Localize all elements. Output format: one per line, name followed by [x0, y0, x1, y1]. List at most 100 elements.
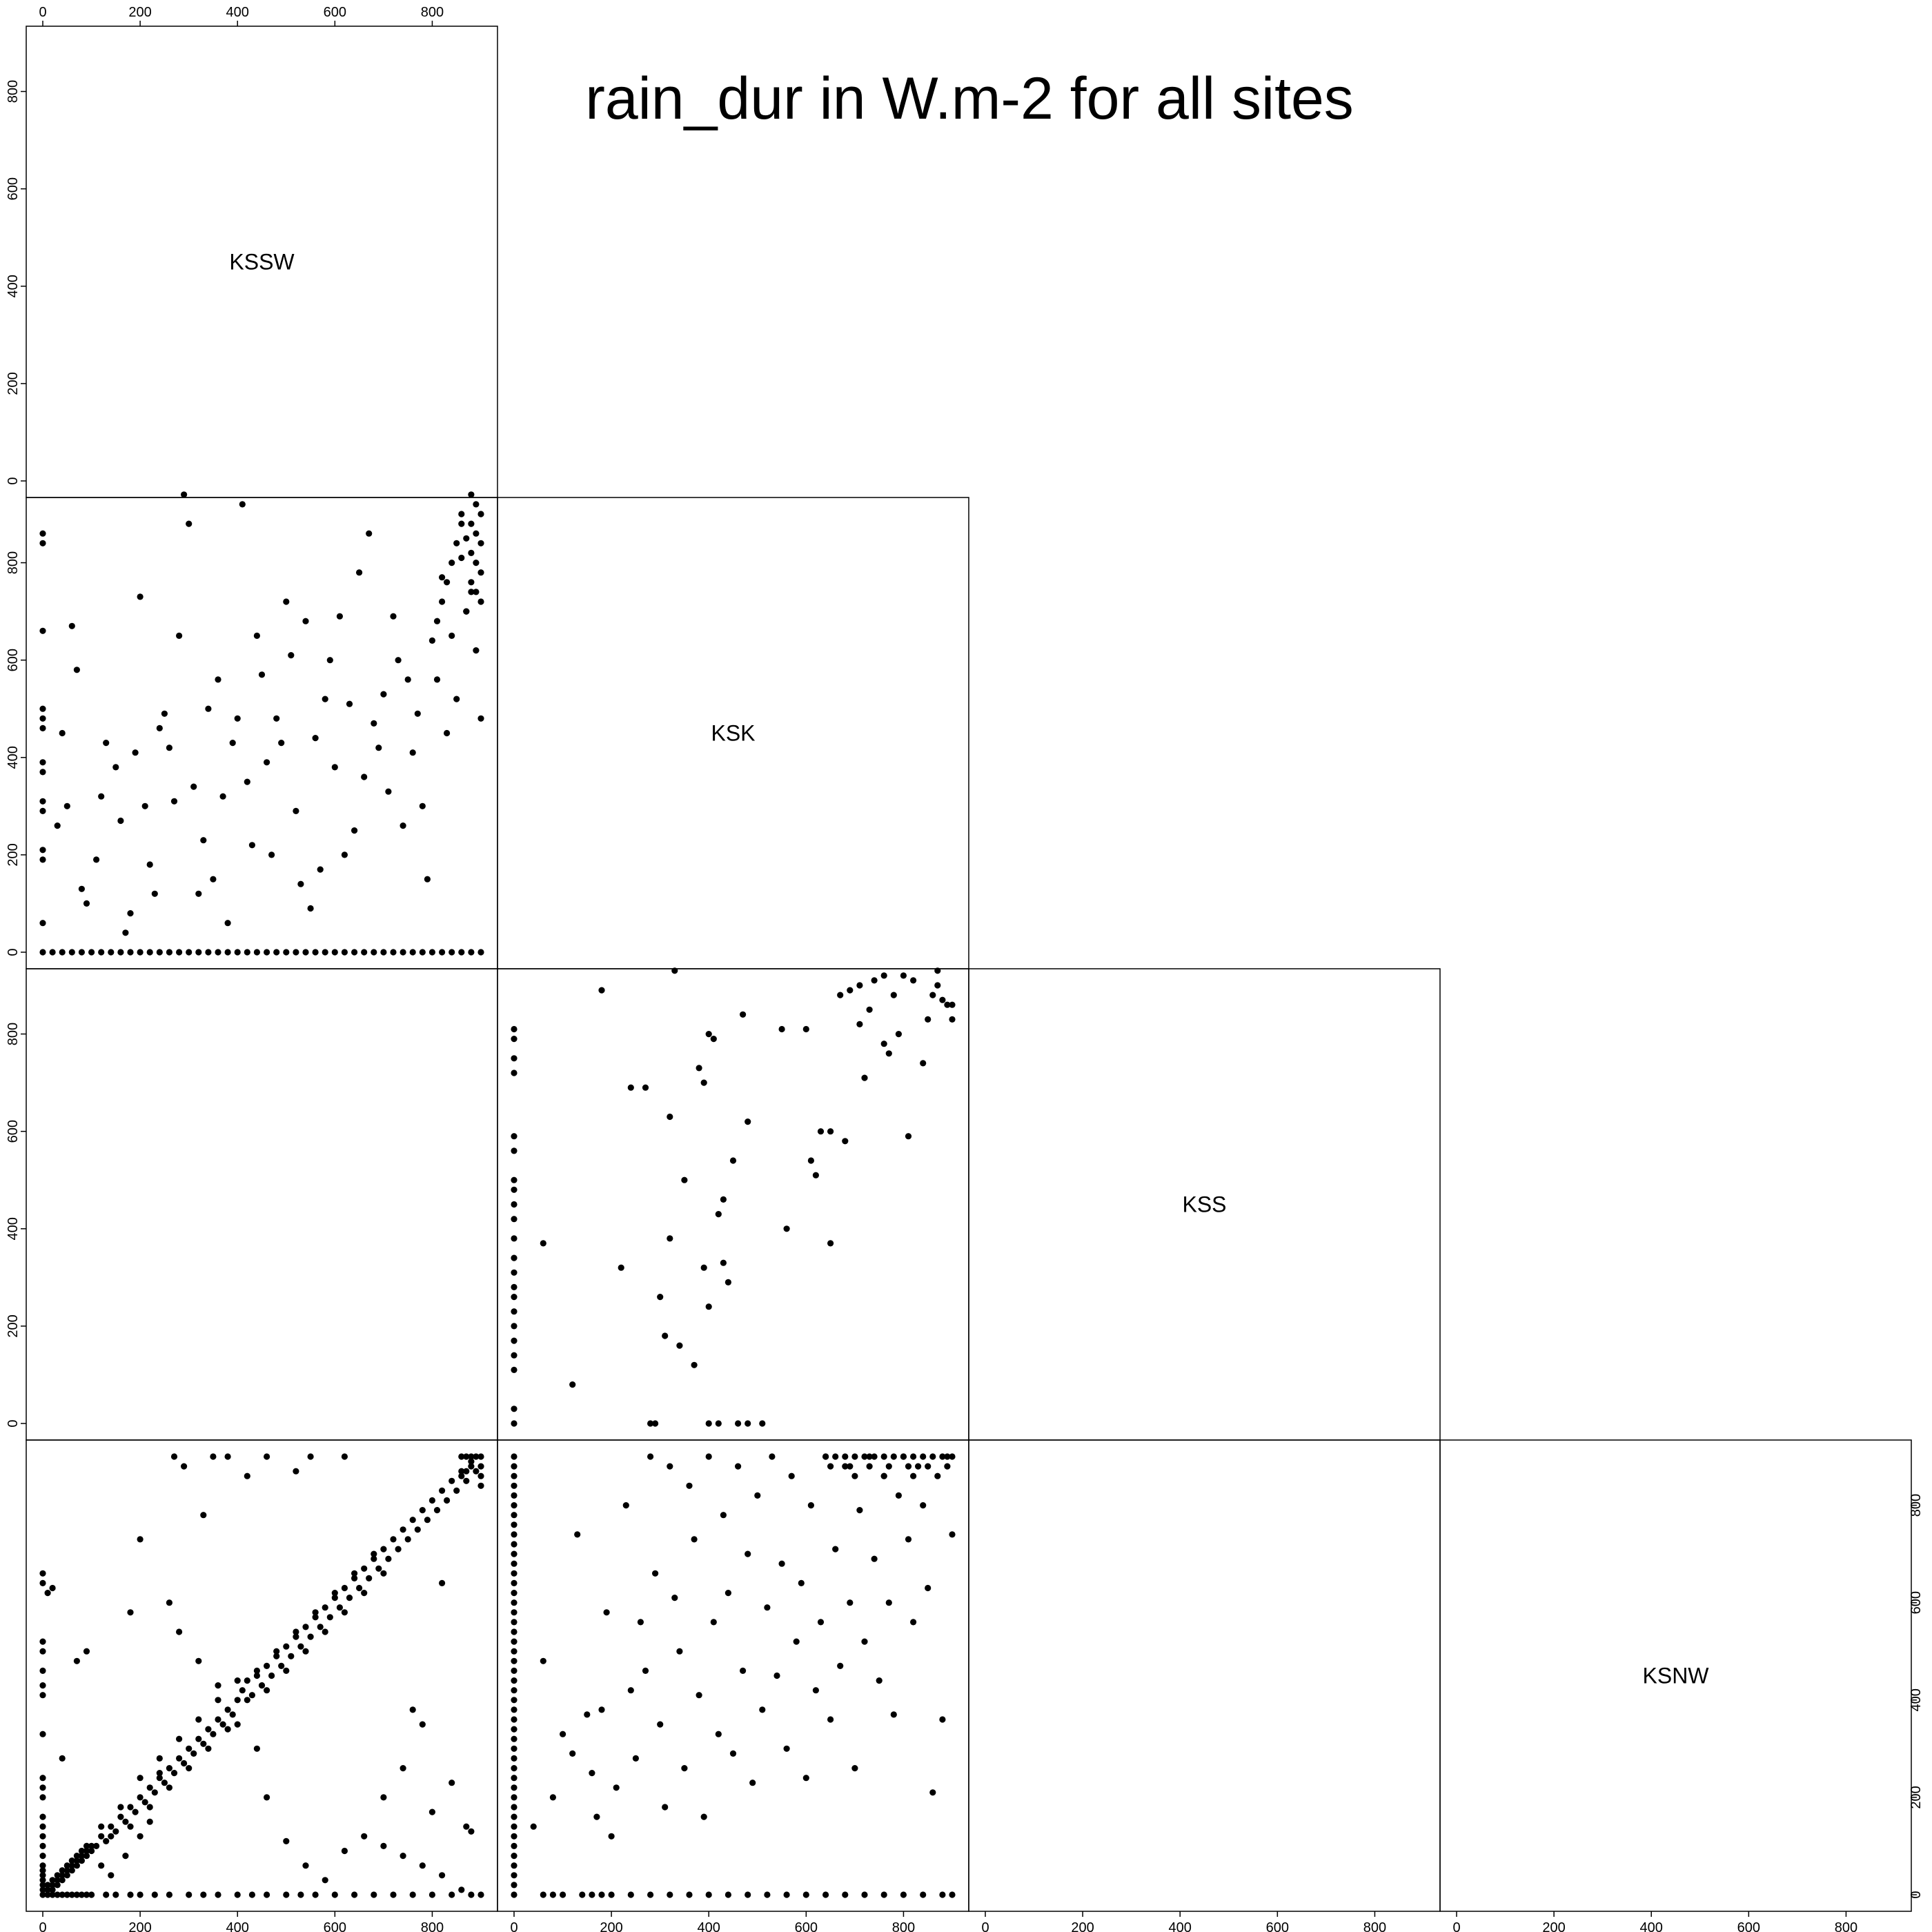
scatter-point [458, 1453, 465, 1460]
scatter-point [39, 1842, 46, 1849]
tick-label: 0 [39, 1920, 46, 1932]
scatter-point [895, 1492, 902, 1499]
scatter-point [103, 1891, 110, 1898]
scatter-point [331, 1590, 338, 1597]
scatter-point [366, 530, 373, 537]
scatter-point [473, 1468, 480, 1475]
scatter-point [468, 491, 475, 498]
scatter-point [700, 1079, 707, 1086]
scatter-point [847, 987, 854, 994]
scatter-point [511, 1735, 518, 1742]
tick-label: 200 [1909, 1786, 1924, 1808]
scatter-point [186, 949, 193, 956]
scatter-point [511, 1657, 518, 1664]
axis-bottom-kss: 0 200 400 600 800 [981, 1911, 1386, 1932]
scatter-point [302, 1624, 309, 1630]
scatter-point [283, 598, 290, 605]
tick-label: 600 [1909, 1591, 1924, 1614]
scatter-point [652, 1420, 659, 1427]
scatter-point [817, 1619, 825, 1626]
scatter-point [219, 1721, 226, 1728]
scatter-point [885, 1599, 892, 1606]
scatter-point [511, 1872, 518, 1879]
scatter-point [244, 1677, 250, 1684]
scatter-point [511, 1891, 518, 1898]
scatter-point [822, 1891, 829, 1898]
scatter-point [549, 1891, 557, 1898]
axis-left-kssw: 0 200 400 600 800 [6, 80, 26, 485]
scatter-point [769, 1453, 776, 1460]
scatter-point [244, 1697, 250, 1704]
tick-label: 200 [128, 5, 151, 20]
scatter-point [312, 1614, 319, 1621]
scatter-point [312, 1891, 319, 1898]
scatter-point [63, 1872, 70, 1879]
scatter-point [929, 992, 936, 998]
scatter-point [511, 1648, 518, 1655]
scatter-point [390, 1536, 397, 1543]
scatter-point [647, 1420, 654, 1427]
scatter-point [63, 1862, 70, 1869]
scatter-point [39, 1882, 46, 1889]
scatter-point [837, 1662, 844, 1669]
scatter-point [448, 949, 455, 956]
scatter-point [49, 1882, 56, 1889]
scatter-point [248, 1891, 255, 1898]
scatter-point [477, 598, 484, 605]
scatter-point [229, 740, 236, 747]
scatter-point [589, 1891, 595, 1898]
scatter-point [715, 1731, 722, 1737]
scatter-point [59, 1872, 66, 1879]
panel-ksnw-vs-kssw [39, 1453, 484, 1898]
scatter-point [511, 1025, 518, 1033]
scatter-point [244, 949, 250, 956]
scatter-point [705, 1453, 712, 1460]
scatter-point [511, 1366, 518, 1373]
scatter-point [511, 1420, 518, 1427]
scatter-point [511, 1323, 518, 1330]
tick-label: 600 [6, 649, 21, 671]
scatter-point [696, 1692, 702, 1699]
scatter-point [608, 1833, 615, 1840]
scatter-point [39, 847, 46, 854]
scatter-point [720, 1512, 727, 1519]
scatter-point [866, 1463, 873, 1470]
scatter-point [569, 1750, 576, 1757]
scatter-point [400, 1526, 406, 1533]
scatter-point [511, 1716, 518, 1723]
scatter-point [511, 1254, 518, 1261]
tick-label: 200 [6, 1314, 21, 1337]
scatter-point [78, 1853, 85, 1860]
scatter-point [603, 1609, 610, 1616]
scatter-point [336, 1604, 343, 1611]
scatter-point [68, 949, 75, 956]
scatter-point [477, 1891, 484, 1898]
labels-layer: KSSW KSK KSS KSNW [229, 250, 1709, 1688]
scatter-point [331, 1891, 338, 1898]
scatter-point [511, 1813, 518, 1820]
scatter-point [745, 1420, 751, 1427]
scatter-point [336, 613, 343, 620]
scatter-point [137, 1794, 144, 1801]
scatter-point [428, 1497, 436, 1504]
scatter-point [871, 977, 878, 984]
scatter-point [49, 949, 56, 956]
scatter-point [78, 949, 85, 956]
scatter-point [326, 657, 333, 664]
scatter-point [351, 827, 358, 834]
scatter-point [108, 1872, 115, 1879]
scatter-point [439, 574, 446, 581]
scatter-point [622, 1502, 629, 1509]
scatter-point [39, 759, 46, 766]
scatter-point [302, 949, 309, 956]
scatter-point [720, 1196, 727, 1203]
scatter-point [73, 1857, 80, 1864]
scatter-point [146, 1818, 153, 1825]
scatter-point [39, 1570, 46, 1577]
axes-layer: 0 200 400 600 800020040060080002004006008000… [6, 5, 1924, 1932]
scatter-point [662, 1332, 669, 1339]
scatter-point [444, 1497, 451, 1504]
tick-label: 800 [1835, 1920, 1857, 1932]
scatter-point [312, 1609, 319, 1616]
scatter-point [49, 1891, 56, 1898]
